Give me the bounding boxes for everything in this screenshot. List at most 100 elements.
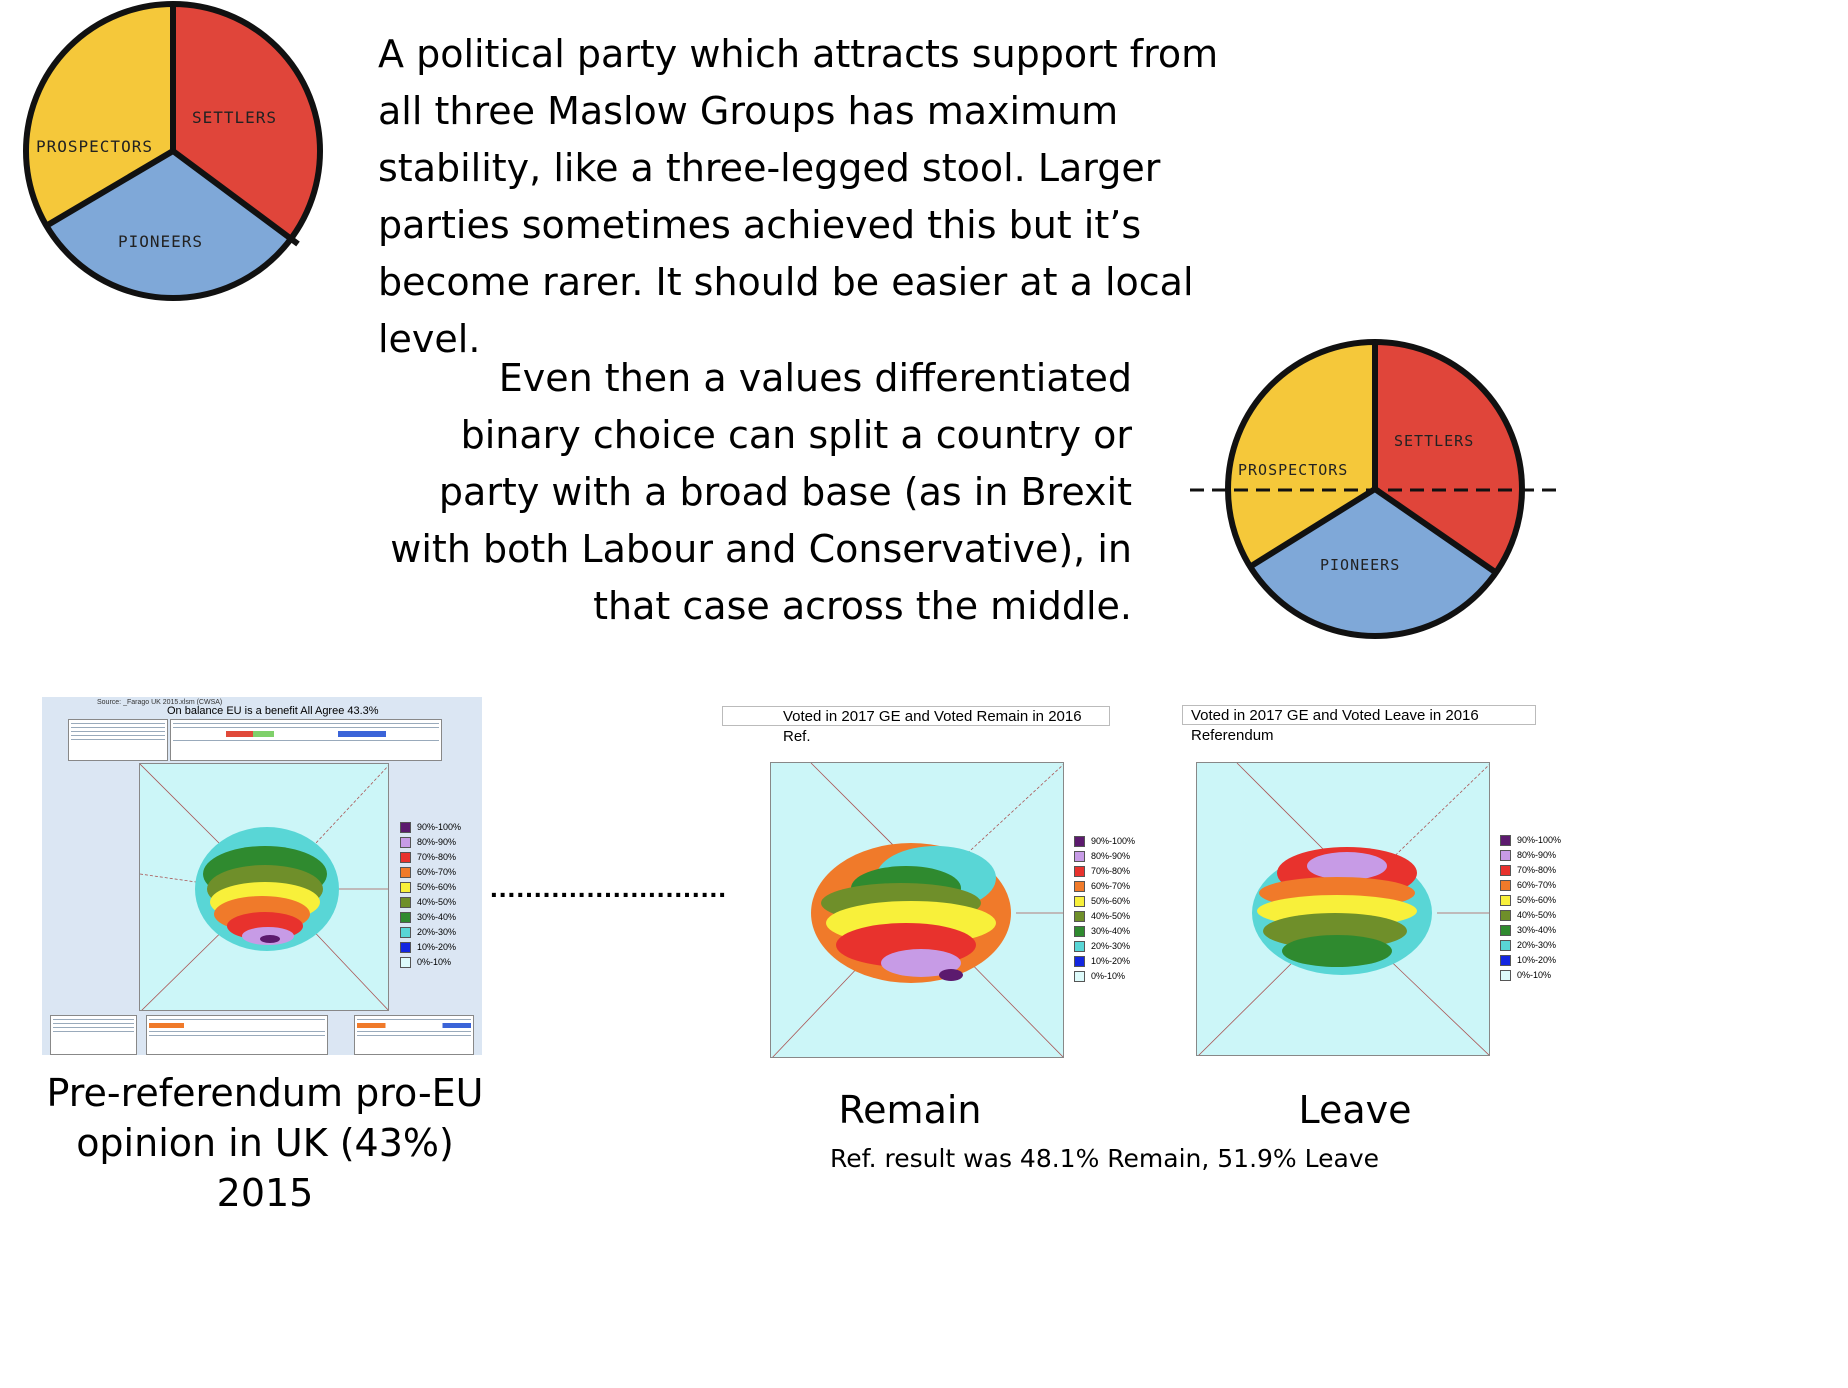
legend-item: 10%-20% xyxy=(1074,954,1135,969)
legend-item: 70%-80% xyxy=(1074,864,1135,879)
maslow-pie-split: PROSPECTORS SETTLERS PIONEERS xyxy=(1190,339,1560,639)
legend-item: 90%-100% xyxy=(400,820,461,835)
legend-item: 50%-60% xyxy=(1500,893,1561,908)
legend-label: 90%-100% xyxy=(417,822,462,832)
remain-legend: 90%-100% 80%-90% 70%-80% 60%-70% 50%-60% 40%-… xyxy=(1074,834,1135,984)
pie-label-pioneers: PIONEERS xyxy=(118,232,203,251)
pie-label-settlers: SETTLERS xyxy=(192,108,277,127)
legend-swatch xyxy=(1500,895,1511,906)
legend-item: 50%-60% xyxy=(1074,894,1135,909)
legend-item: 10%-20% xyxy=(400,940,461,955)
legend-item: 50%-60% xyxy=(400,880,461,895)
legend-swatch xyxy=(1500,880,1511,891)
legend-item: 80%-90% xyxy=(1500,848,1561,863)
heatmap xyxy=(772,763,1063,1057)
legend-swatch xyxy=(400,852,411,863)
legend: 90%-100% 80%-90% 70%-80% 60%-70% 50%-60% 40%-… xyxy=(400,820,461,970)
legend-item: 20%-30% xyxy=(1500,938,1561,953)
legend-item: 90%-100% xyxy=(1074,834,1135,849)
values-map xyxy=(139,763,389,1011)
data-table xyxy=(354,1015,474,1055)
legend-swatch xyxy=(400,882,411,893)
legend-item: 60%-70% xyxy=(400,865,461,880)
legend-swatch xyxy=(1074,911,1085,922)
legend-label: 20%-30% xyxy=(417,927,457,937)
leave-legend: 90%-100% 80%-90% 70%-80% 60%-70% 50%-60% 40%-… xyxy=(1500,833,1561,983)
legend-label: 10%-20% xyxy=(1517,955,1557,965)
source-note: Source: _Farago UK 2015.xlsm (CWSA) xyxy=(97,699,223,706)
legend-label: 50%-60% xyxy=(1517,895,1557,905)
legend-label: 40%-50% xyxy=(1091,911,1131,921)
remain-panel-title: Voted in 2017 GE and Voted Remain in 201… xyxy=(722,706,1110,745)
legend-item: 70%-80% xyxy=(400,850,461,865)
legend-label: 10%-20% xyxy=(1091,956,1131,966)
legend-label: 80%-90% xyxy=(1517,850,1557,860)
legend-swatch xyxy=(1500,850,1511,861)
pie-label-prospectors: PROSPECTORS xyxy=(36,137,153,156)
paragraph-stability: A political party which attracts support… xyxy=(378,32,1219,361)
leave-panel-title: Voted in 2017 GE and Voted Leave in 2016… xyxy=(1182,705,1536,744)
legend-swatch xyxy=(1500,865,1511,876)
legend-label: 20%-30% xyxy=(1091,941,1131,951)
legend-item: 80%-90% xyxy=(1074,849,1135,864)
legend-label: 10%-20% xyxy=(417,942,457,952)
legend-item: 20%-30% xyxy=(400,925,461,940)
heatmap xyxy=(1198,763,1489,1055)
data-table xyxy=(146,1015,328,1055)
referendum-result-note: Ref. result was 48.1% Remain, 51.9% Leav… xyxy=(830,1144,1379,1173)
legend-swatch xyxy=(1074,956,1085,967)
legend-item: 70%-80% xyxy=(1500,863,1561,878)
legend-swatch xyxy=(1074,941,1085,952)
legend-swatch xyxy=(400,927,411,938)
legend-item: 60%-70% xyxy=(1500,878,1561,893)
heatmap xyxy=(140,764,388,1010)
legend-item: 0%-10% xyxy=(400,955,461,970)
legend-swatch xyxy=(400,837,411,848)
legend-label: 70%-80% xyxy=(417,852,457,862)
legend-label: 0%-10% xyxy=(417,957,452,967)
legend-label: 60%-70% xyxy=(417,867,457,877)
legend-swatch xyxy=(1500,835,1511,846)
legend-item: 40%-50% xyxy=(1500,908,1561,923)
legend-swatch xyxy=(400,867,411,878)
caption-remain: Remain xyxy=(838,1088,982,1132)
legend-swatch xyxy=(400,897,411,908)
pie-label-prospectors: PROSPECTORS xyxy=(1238,461,1348,479)
legend-label: 40%-50% xyxy=(1517,910,1557,920)
legend-swatch xyxy=(1074,926,1085,937)
legend-swatch xyxy=(400,957,411,968)
legend-label: 50%-60% xyxy=(1091,896,1131,906)
legend-label: 90%-100% xyxy=(1091,836,1136,846)
legend-item: 80%-90% xyxy=(400,835,461,850)
legend-item: 20%-30% xyxy=(1074,939,1135,954)
data-table xyxy=(68,719,168,761)
panel-title: On balance EU is a benefit All Agree 43.… xyxy=(167,705,379,717)
legend-swatch xyxy=(1074,866,1085,877)
dotted-connector: ........................... xyxy=(490,872,728,903)
legend-item: 60%-70% xyxy=(1074,879,1135,894)
legend-item: 10%-20% xyxy=(1500,953,1561,968)
legend-swatch xyxy=(1500,970,1511,981)
pie-label-pioneers: PIONEERS xyxy=(1320,556,1400,574)
legend-item: 0%-10% xyxy=(1074,969,1135,984)
legend-label: 0%-10% xyxy=(1517,970,1552,980)
legend-label: 60%-70% xyxy=(1517,880,1557,890)
legend-label: 80%-90% xyxy=(1091,851,1131,861)
legend-item: 40%-50% xyxy=(1074,909,1135,924)
legend-swatch xyxy=(1074,836,1085,847)
legend-swatch xyxy=(1500,925,1511,936)
legend-label: 30%-40% xyxy=(1517,925,1557,935)
legend-item: 40%-50% xyxy=(400,895,461,910)
legend-item: 30%-40% xyxy=(1500,923,1561,938)
legend-swatch xyxy=(1500,955,1511,966)
legend-label: 70%-80% xyxy=(1091,866,1131,876)
remain-values-map xyxy=(770,762,1064,1058)
legend-label: 50%-60% xyxy=(417,882,457,892)
maslow-pie-top: PROSPECTORS SETTLERS PIONEERS xyxy=(0,0,360,345)
pro-eu-map-panel: Source: _Farago UK 2015.xlsm (CWSA) On b… xyxy=(42,697,482,1055)
legend-swatch xyxy=(1074,896,1085,907)
legend-label: 40%-50% xyxy=(417,897,457,907)
caption-pre-referendum: Pre-referendum pro-EU opinion in UK (43%… xyxy=(46,1071,484,1215)
legend-swatch xyxy=(1500,910,1511,921)
paragraph-binary-choice: Even then a values differentiated binary… xyxy=(390,356,1132,628)
